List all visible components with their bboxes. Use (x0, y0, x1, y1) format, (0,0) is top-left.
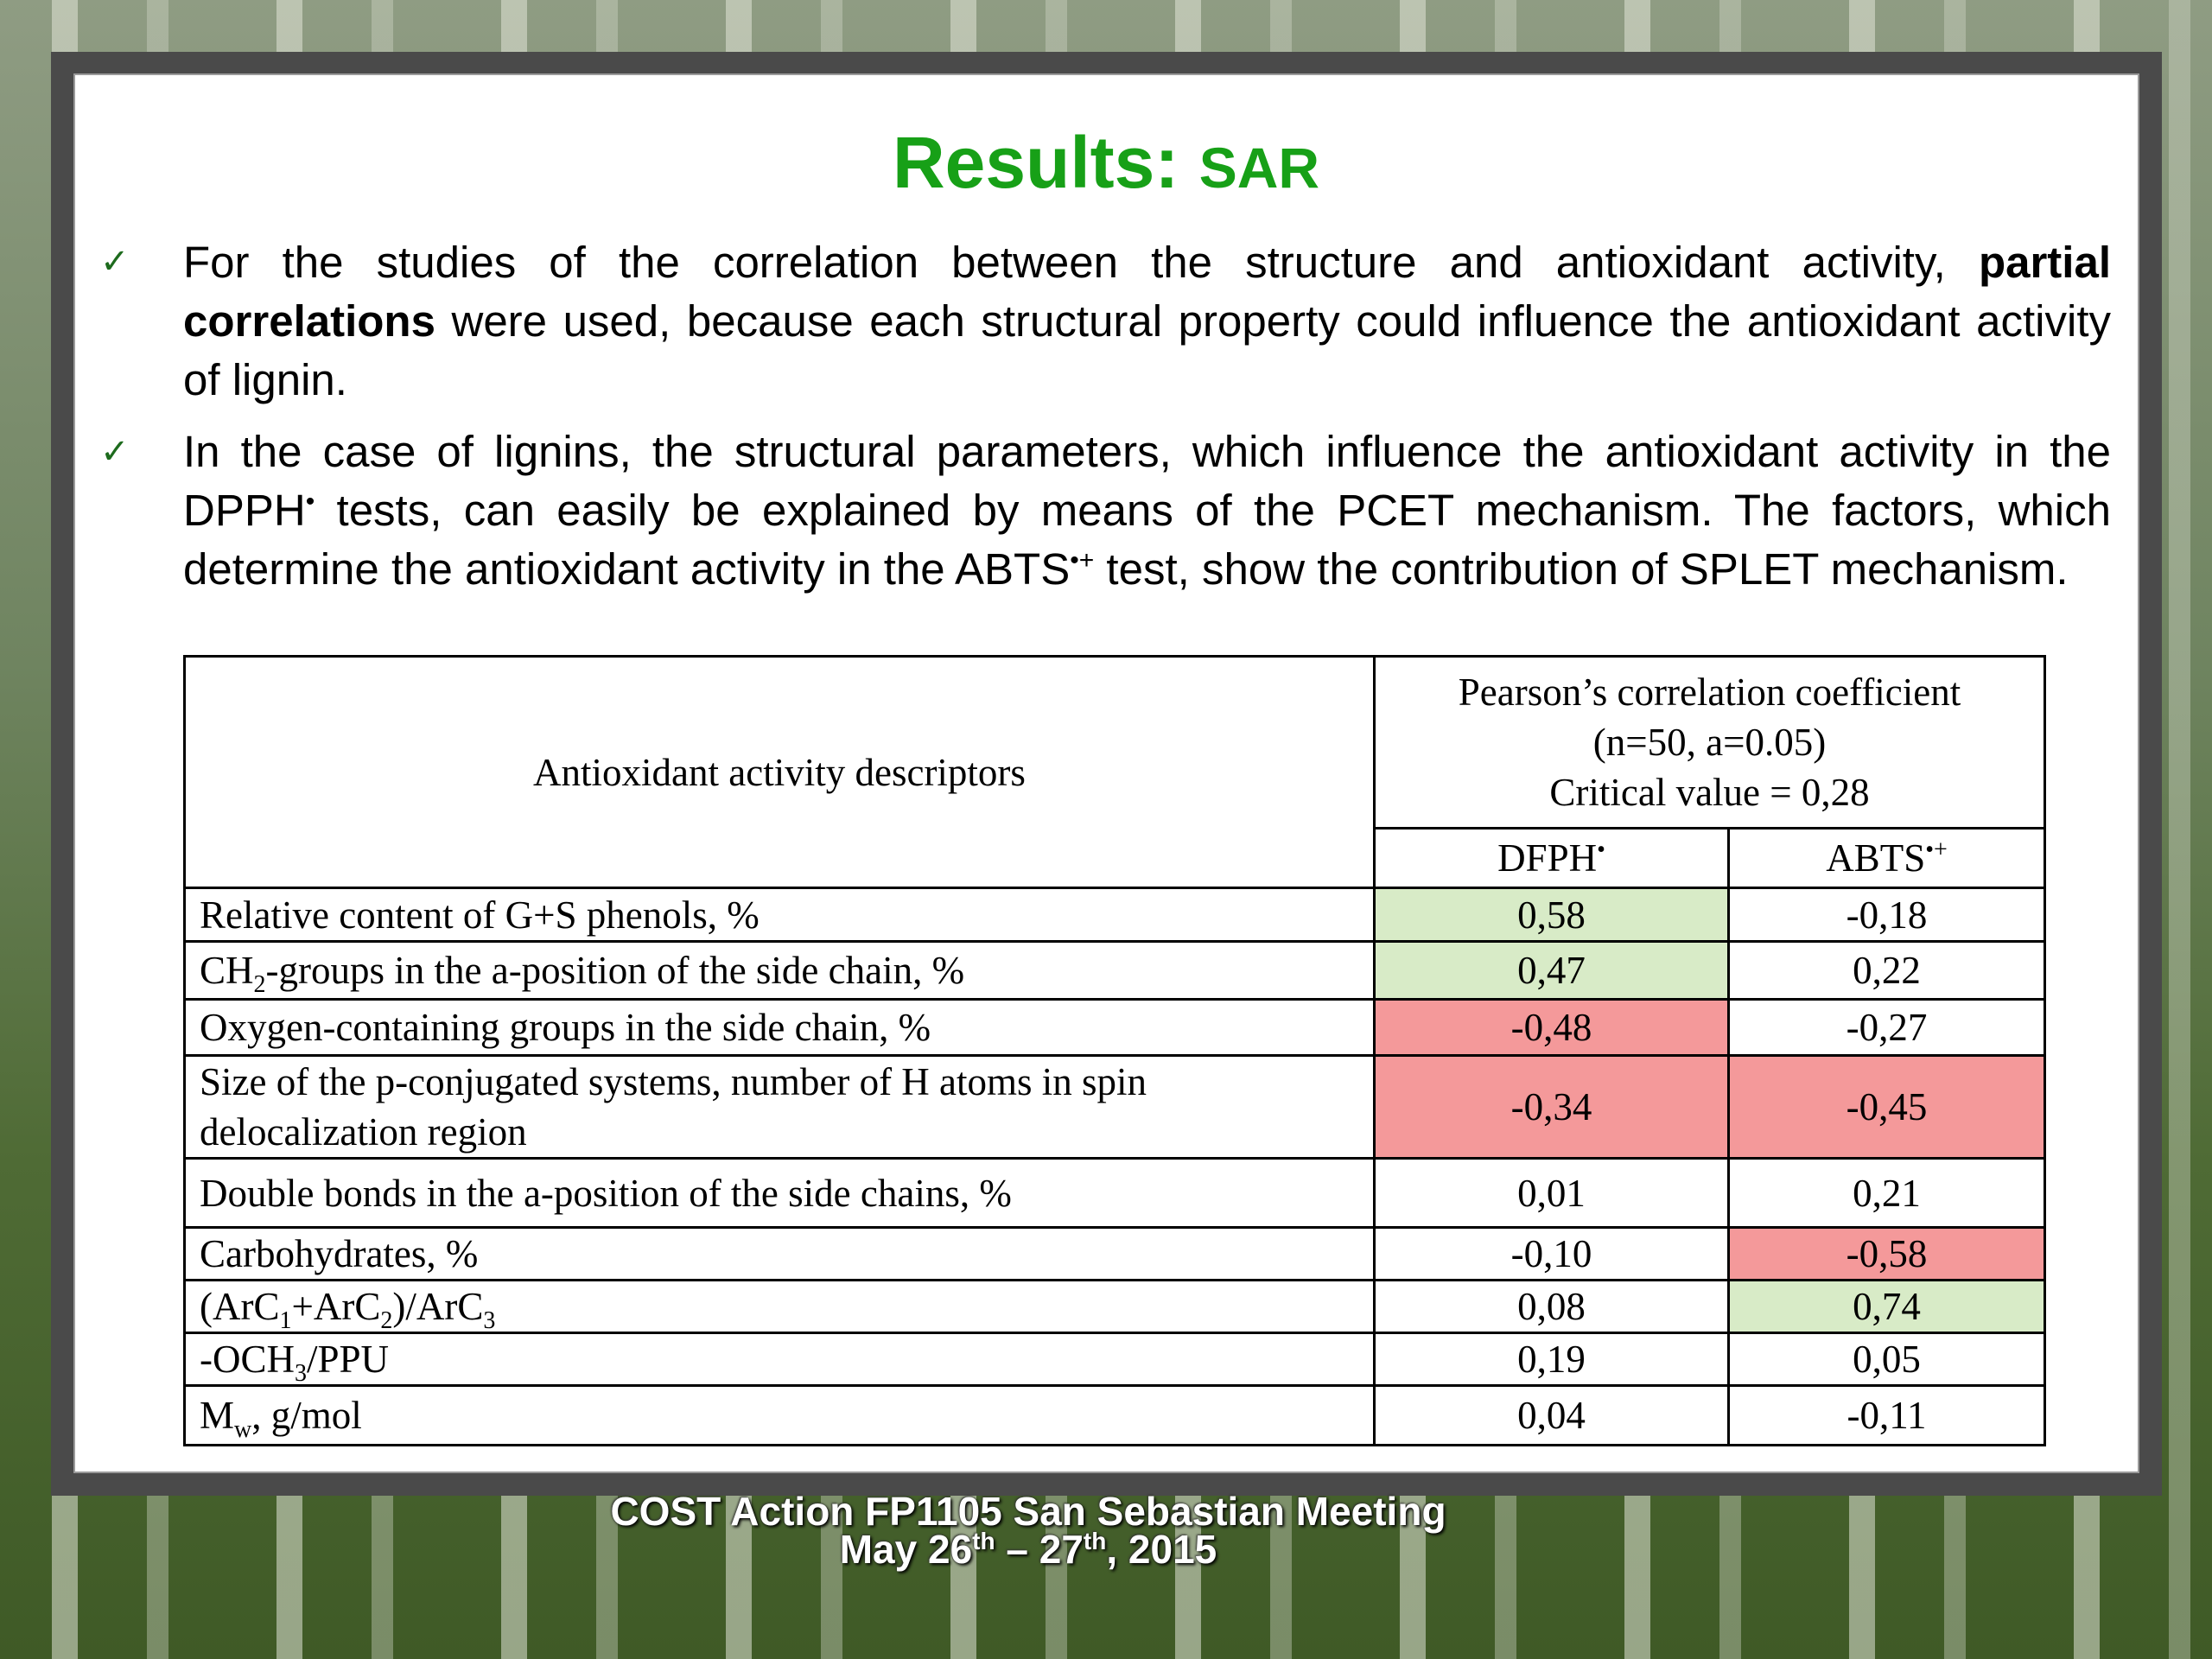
text: Relative content of G+S phenols, % (200, 893, 760, 937)
title-main: Results: (892, 122, 1179, 203)
value-cell: -0,27 (1726, 998, 2047, 1057)
descriptor-cell: Oxygen-containing groups in the side cha… (183, 998, 1376, 1057)
header-cell: Antioxidant activity descriptors (183, 655, 1376, 889)
text: , g/mol (251, 1394, 362, 1437)
header-row: Antioxidant activity descriptors Pearson… (183, 655, 2047, 889)
text: ABTS (1826, 836, 1926, 880)
superscript: • (1597, 836, 1605, 863)
value-cell: 0,04 (1373, 1384, 1730, 1446)
subscript: 2 (253, 971, 266, 998)
header-line: (n=50, a=0.05) (1592, 721, 1827, 764)
bullet: In the case of lignins, the structural p… (183, 423, 2111, 599)
header-cell: ABTS•+ (1726, 827, 2047, 889)
value-cell: 0,08 (1373, 1279, 1730, 1334)
value-cell: 0,21 (1726, 1157, 2047, 1229)
subscript: 3 (483, 1307, 496, 1334)
table-row: Carbohydrates, % -0,10 -0,58 (183, 1226, 2047, 1281)
value-cell: -0,10 (1373, 1226, 1730, 1281)
text: For the studies of the correlation betwe… (183, 238, 1979, 287)
bullet: For the studies of the correlation betwe… (183, 233, 2111, 410)
value-cell: -0,34 (1373, 1054, 1730, 1160)
value-cell: -0,48 (1373, 998, 1730, 1057)
header-line: Critical value = 0,28 (1549, 771, 1870, 814)
value-cell: 0,22 (1726, 940, 2047, 1001)
value-cell: 0,19 (1373, 1332, 1730, 1387)
superscript: th (1083, 1528, 1107, 1554)
text: -OCH (200, 1338, 295, 1381)
superscript: th (972, 1528, 995, 1554)
footer-line: COST Action FP1105 San Sebastian Meeting (610, 1489, 1446, 1534)
descriptor-cell: Relative content of G+S phenols, % (183, 887, 1376, 943)
header-cell: DFPH• (1373, 827, 1730, 889)
text: /PPU (307, 1338, 390, 1381)
descriptor-cell: CH2-groups in the a-position of the side… (183, 940, 1376, 1001)
value-cell: -0,18 (1726, 887, 2047, 943)
value-cell: 0,47 (1373, 940, 1730, 1001)
text: M (200, 1394, 235, 1437)
text: CH (200, 949, 254, 992)
superscript: •+ (1070, 546, 1095, 575)
text: were used, because each structural prope… (183, 296, 2111, 404)
text: DFPH (1497, 836, 1598, 880)
header-line: Pearson’s correlation coefficient (1458, 671, 1961, 714)
header-cell: Pearson’s correlation coefficient (n=50,… (1372, 655, 2047, 830)
descriptor-cell: Carbohydrates, % (183, 1226, 1376, 1281)
descriptor-cell: Double bonds in the a-position of the si… (183, 1157, 1376, 1229)
text: Carbohydrates, % (200, 1232, 479, 1275)
check-icon: ✓ (100, 243, 130, 281)
subscript: 1 (279, 1307, 292, 1334)
bold-text: partial correlations (183, 238, 2111, 346)
value-cell: 0,05 (1726, 1332, 2047, 1387)
table-row: -OCH3/PPU 0,19 0,05 (183, 1332, 2047, 1387)
value-cell: -0,58 (1726, 1226, 2047, 1281)
value-cell: 0,74 (1726, 1279, 2047, 1334)
text: )/ArC (392, 1285, 484, 1328)
subscript: 3 (295, 1360, 307, 1387)
text: Double bonds in the a-position of the si… (200, 1171, 1012, 1215)
subscript: w (234, 1416, 252, 1443)
table-row: Oxygen-containing groups in the side cha… (183, 998, 2047, 1057)
title-sub: SAR (1198, 136, 1320, 200)
text: -groups in the a-position of the side ch… (265, 949, 965, 992)
descriptor-cell: Size of the p-conjugated systems, number… (183, 1054, 1376, 1160)
subscript: 2 (380, 1307, 393, 1334)
header-row: DFPH• ABTS•+ (185, 827, 2047, 889)
table-row: Double bonds in the a-position of the si… (183, 1157, 2047, 1229)
title: Results: SAR (0, 121, 2212, 205)
table-row: Relative content of G+S phenols, % 0,58 -0… (183, 887, 2047, 943)
text: test, show the contribution of SPLET mec… (1094, 544, 2069, 594)
correlation-table: Antioxidant activity descriptors Pearson… (183, 655, 2047, 1446)
value-cell: -0,45 (1726, 1054, 2047, 1160)
descriptor-cell: -OCH3/PPU (183, 1332, 1376, 1387)
value-cell: -0,11 (1726, 1384, 2047, 1446)
superscript: • (305, 487, 315, 516)
text: Oxygen-containing groups in the side cha… (200, 1006, 931, 1049)
footer-line: May 26th – 27th, 2015 (0, 1527, 2056, 1572)
value-cell: 0,01 (1373, 1157, 1730, 1229)
text: In the case of lignins, the structural p… (183, 427, 2111, 535)
table-row: CH2-groups in the a-position of the side… (183, 940, 2047, 1001)
text: tests, can easily be explained by means … (183, 486, 2111, 594)
text: (ArC (200, 1285, 280, 1328)
text: , 2015 (1106, 1527, 1217, 1572)
text: +ArC (291, 1285, 381, 1328)
text: – 27 (995, 1527, 1084, 1572)
descriptor-cell: Mw, g/mol (183, 1384, 1376, 1446)
text: Size of the p-conjugated systems, number… (200, 1060, 1147, 1154)
table-row: (ArC1+ArC2)/ArC3 0,08 0,74 (183, 1279, 2047, 1334)
superscript: •+ (1925, 836, 1948, 863)
text: May 26 (839, 1527, 973, 1572)
table-row: Mw, g/mol 0,04 -0,11 (183, 1384, 2047, 1446)
check-icon: ✓ (100, 433, 130, 471)
value-cell: 0,58 (1373, 887, 1730, 943)
table-row: Size of the p-conjugated systems, number… (183, 1054, 2047, 1160)
descriptor-cell: (ArC1+ArC2)/ArC3 (183, 1279, 1376, 1334)
